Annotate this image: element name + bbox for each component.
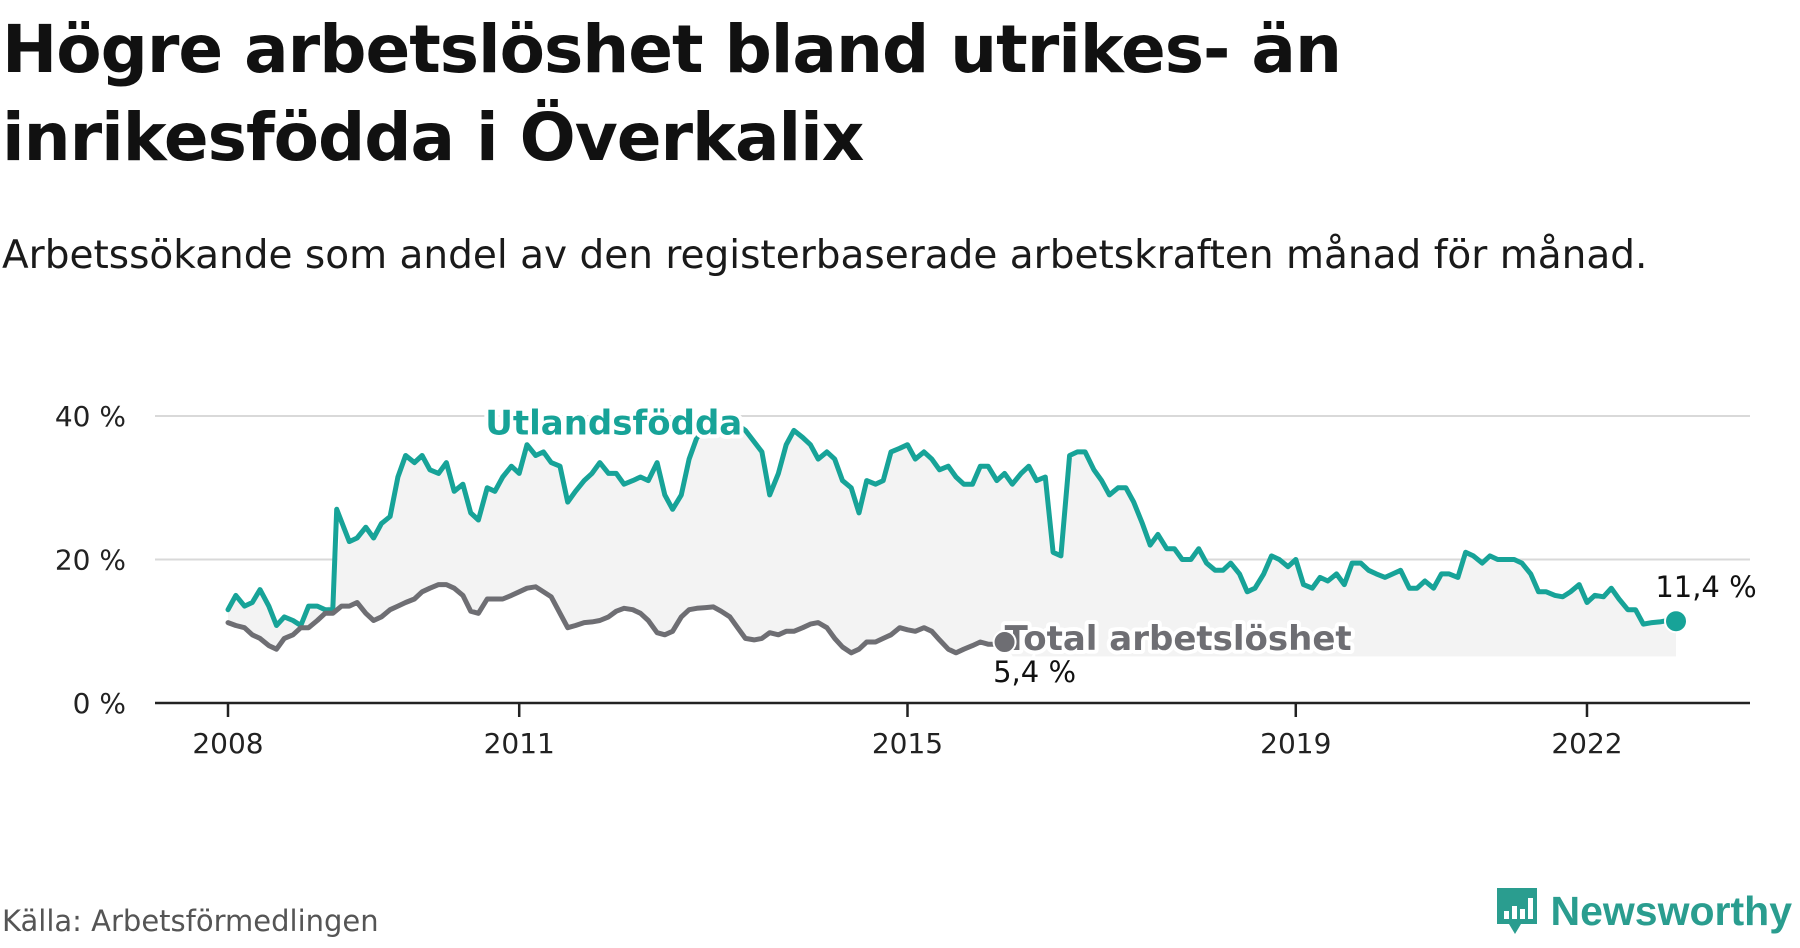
x-tick-label: 2008 [192,727,263,760]
brand-logo: Newsworthy [1493,884,1793,938]
end-point-foreign [1664,609,1688,634]
series-line-foreign [225,417,1679,628]
end-point-total [992,630,1017,655]
series-lines [225,417,1679,656]
x-tick-label: 2011 [484,727,555,760]
x-tick-label: 2022 [1551,727,1622,760]
chart-subtitle: Arbetssökande som andel av den registerb… [2,233,1648,278]
y-tick-label: 40 % [55,400,126,433]
series-line-total [225,582,1008,656]
axes: 2008 2011 2015 2019 2022 [155,701,1750,760]
x-tick-label: 2015 [872,727,943,760]
series-label-total: Total arbetslöshet [1005,619,1352,659]
y-tick-label: 20 % [55,544,126,577]
series-label-foreign: Utlandsfödda [485,404,742,444]
line-chart: 0 % 20 % 40 % 2008 2011 2015 2019 2022 Utlands… [55,400,1760,760]
brand-name: Newsworthy [1550,887,1793,934]
source-note: Källa: Arbetsförmedlingen [2,904,379,938]
end-value-label-foreign: 11,4 % [1655,570,1756,604]
series-labels: Utlandsfödda 11,4 % Total arbetslöshet5,4 … [481,400,1760,693]
end-value-label-total: 5,4 % [993,655,1076,689]
shaded-band [228,419,1676,657]
y-tick-label: 0 % [73,687,126,720]
x-tick-label: 2019 [1260,727,1331,760]
newsworthy-logo-icon [1496,888,1537,934]
chart-title: Högre arbetslöshet bland utrikes- än inr… [2,11,1342,176]
